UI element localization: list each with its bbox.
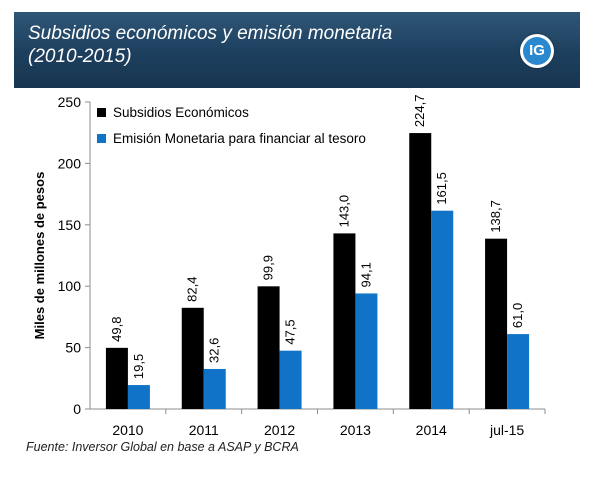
- ig-logo: IG: [520, 34, 554, 68]
- y-tick-label: 150: [58, 217, 82, 233]
- y-tick-label: 250: [58, 94, 82, 110]
- data-label: 47,5: [283, 319, 298, 344]
- x-tick-label: jul-15: [489, 422, 524, 438]
- data-label: 99,9: [261, 255, 276, 280]
- chart-title-line1: Subsidios económicos y emisión monetaria: [28, 23, 393, 44]
- bar-subsidios: [409, 133, 432, 409]
- legend-swatch: [97, 134, 106, 143]
- chart-title-line2: (2010-2015): [28, 46, 132, 67]
- data-label: 61,0: [510, 303, 525, 328]
- bar-subsidios: [105, 347, 128, 409]
- data-label: 138,7: [488, 200, 503, 233]
- x-tick-label: 2014: [416, 422, 447, 438]
- bar-subsidios: [333, 233, 356, 409]
- y-tick-label: 200: [58, 155, 82, 171]
- bar-emision: [355, 293, 378, 409]
- data-label: 19,5: [131, 354, 146, 379]
- data-label: 94,1: [358, 262, 373, 287]
- x-tick-label: 2011: [189, 422, 219, 438]
- data-label: 161,5: [434, 172, 449, 205]
- source-note: Fuente: Inversor Global en base a ASAP y…: [26, 440, 299, 454]
- bar-emision: [279, 350, 302, 409]
- chart-title: Subsidios económicos y emisión monetaria…: [28, 22, 488, 68]
- y-axis-title: Miles de millones de pesos: [32, 172, 47, 340]
- data-label: 49,8: [109, 317, 124, 342]
- bar-subsidios: [181, 307, 204, 409]
- data-label: 32,6: [207, 338, 222, 363]
- x-tick-label: 2012: [264, 422, 295, 438]
- title-banner: Subsidios económicos y emisión monetaria…: [14, 12, 580, 88]
- x-tick-label: 2010: [112, 422, 143, 438]
- bar-subsidios: [257, 286, 280, 409]
- bar-emision: [127, 385, 150, 409]
- legend-label: Subsidios Económicos: [113, 105, 249, 120]
- data-label: 82,4: [185, 277, 200, 302]
- data-label: 143,0: [336, 195, 351, 228]
- x-tick-label: 2013: [340, 422, 371, 438]
- legend-swatch: [97, 108, 106, 117]
- data-label: 224,7: [412, 95, 427, 128]
- y-tick-label: 0: [73, 401, 81, 417]
- bar-emision: [431, 210, 454, 409]
- bar-subsidios: [485, 238, 508, 409]
- bar-emision: [507, 334, 530, 409]
- ig-logo-text: IG: [523, 37, 551, 65]
- y-tick-label: 100: [58, 278, 82, 294]
- y-tick-label: 50: [65, 340, 81, 356]
- bar-emision: [203, 368, 226, 409]
- legend-label: Emisión Monetaria para financiar al teso…: [113, 131, 366, 146]
